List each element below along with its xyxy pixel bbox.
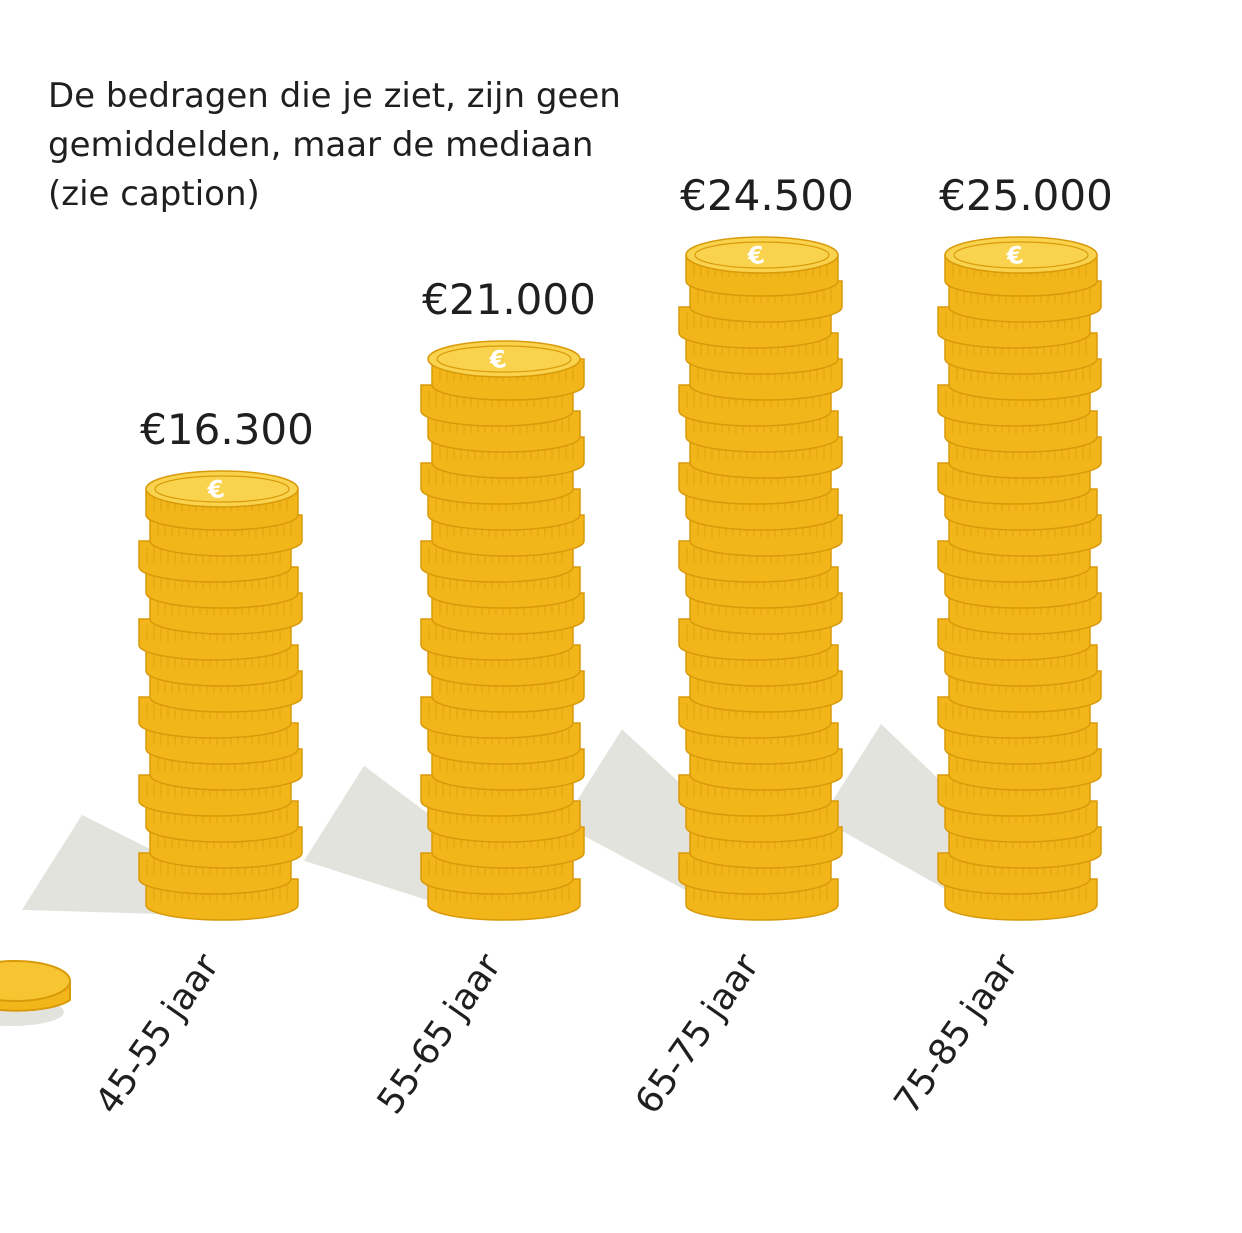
chart-note-line: De bedragen die je ziet, zijn geen	[48, 76, 621, 116]
fallen-coin	[0, 960, 71, 1026]
coin-top-face: €	[145, 470, 299, 508]
category-label: 75-85 jaar	[887, 946, 1027, 1121]
euro-symbol-icon: €	[745, 241, 766, 271]
coin-stack-bar: €	[138, 470, 303, 921]
category-label: 55-65 jaar	[370, 946, 510, 1121]
chart-note-line: gemiddelden, maar de mediaan	[48, 125, 594, 165]
value-label: €21.000	[422, 275, 596, 324]
category-label: 45-55 jaar	[88, 946, 228, 1121]
coin-stack-bar: €	[937, 236, 1102, 921]
coin-top-face: €	[427, 340, 581, 378]
chart-note: De bedragen die je ziet, zijn geen gemid…	[48, 72, 688, 219]
coin-stack-bar: €	[420, 340, 585, 921]
euro-symbol-icon: €	[205, 475, 226, 505]
euro-symbol-icon: €	[1004, 241, 1025, 271]
value-label: €25.000	[939, 171, 1113, 220]
value-label: €24.500	[680, 171, 854, 220]
value-label: €16.300	[140, 405, 314, 454]
coin-top-face: €	[944, 236, 1098, 274]
coin-stack-bar: €	[678, 236, 843, 921]
euro-symbol-icon: €	[487, 345, 508, 375]
chart-note-line: (zie caption)	[48, 174, 260, 214]
bars-group: € € € €	[138, 236, 1102, 921]
coin-top-face: €	[685, 236, 839, 274]
category-label: 65-75 jaar	[628, 946, 768, 1121]
